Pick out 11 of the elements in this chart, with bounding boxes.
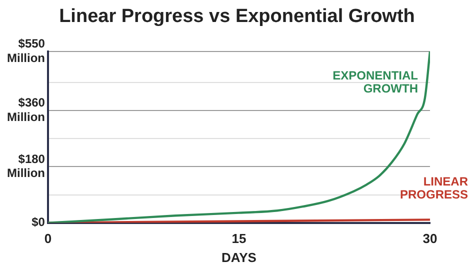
y-tick-label: $0 [32, 215, 46, 230]
y-tick-label: $180 Million [6, 152, 46, 180]
x-axis-title: DAYS [222, 250, 257, 265]
y-tick-label: $550 Million [6, 36, 46, 65]
series-label: LINEAR PROGRESS [400, 174, 468, 202]
chart-title: Linear Progress vs Exponential Growth [58, 5, 416, 29]
series-label: EXPONENTIAL GROWTH [332, 68, 418, 96]
x-tick-label: 30 [422, 231, 438, 246]
y-tick-label: $360 Million [6, 96, 46, 124]
x-tick-label: 0 [44, 231, 52, 246]
x-tick-label: 15 [232, 231, 246, 246]
